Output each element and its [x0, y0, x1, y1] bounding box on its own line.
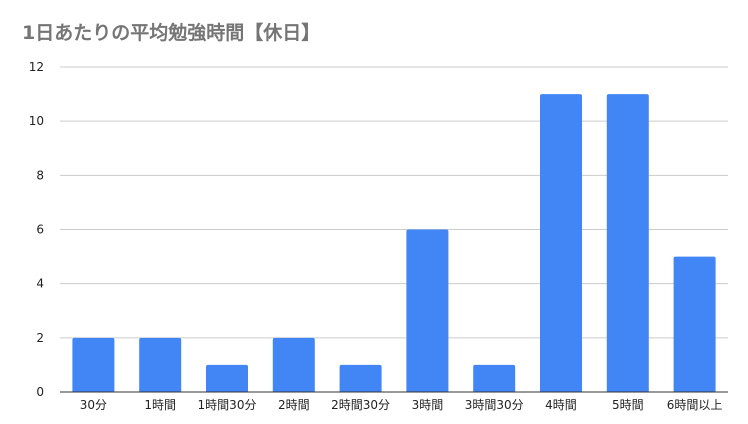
bar [206, 364, 248, 392]
x-tick-label: 3時間30分 [465, 398, 524, 412]
bar [406, 229, 449, 392]
y-tick-label: 8 [36, 168, 44, 182]
x-tick-label: 5時間 [612, 398, 644, 412]
bars [72, 94, 716, 392]
x-tick-label: 1時間 [144, 398, 176, 412]
y-tick-label: 4 [36, 277, 44, 291]
bar [540, 94, 582, 392]
bar [673, 256, 716, 392]
x-tick-label: 4時間 [545, 398, 577, 412]
x-tick-label: 2時間30分 [331, 398, 390, 412]
y-tick-label: 6 [36, 223, 44, 237]
y-tick-label: 10 [29, 114, 44, 128]
bar [339, 364, 382, 392]
chart-title: 1日あたりの平均勉強時間【休日】 [22, 22, 321, 44]
bar [606, 94, 649, 392]
bar [139, 337, 182, 392]
x-tick-label: 6時間以上 [667, 398, 723, 412]
x-tick-label: 2時間 [278, 398, 310, 412]
x-axis-ticks: 30分 1時間 1時間30分 2時間 2時間30分 3時間 3時間30分 4時間 5時間 6時間以… [80, 398, 723, 412]
y-tick-label: 0 [36, 385, 44, 399]
x-tick-label: 3時間 [412, 398, 444, 412]
y-axis-ticks: 0 2 4 6 8 10 12 [29, 60, 44, 399]
bar [272, 337, 315, 392]
bar [72, 337, 115, 392]
y-tick-label: 2 [36, 331, 44, 345]
x-tick-label: 30分 [80, 398, 107, 412]
x-tick-label: 1時間30分 [198, 398, 257, 412]
bar [473, 364, 516, 392]
y-tick-label: 12 [29, 60, 44, 74]
